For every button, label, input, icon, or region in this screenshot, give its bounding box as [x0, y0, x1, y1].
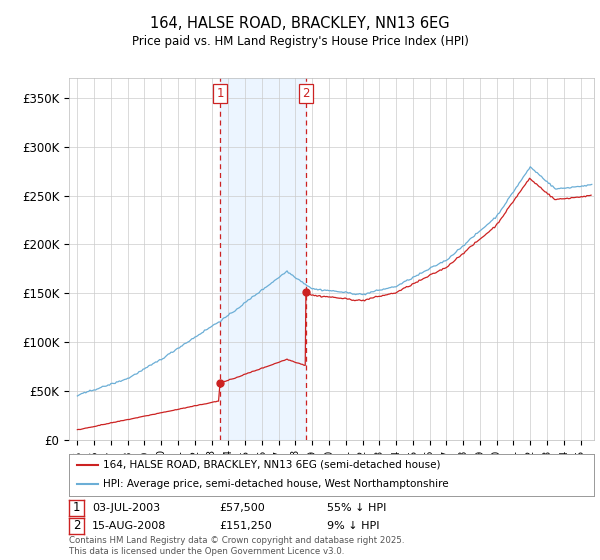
- Text: 15-AUG-2008: 15-AUG-2008: [92, 521, 166, 531]
- Bar: [220, 78, 306, 440]
- Text: 164, HALSE ROAD, BRACKLEY, NN13 6EG: 164, HALSE ROAD, BRACKLEY, NN13 6EG: [150, 16, 450, 31]
- Text: Price paid vs. HM Land Registry's House Price Index (HPI): Price paid vs. HM Land Registry's House …: [131, 35, 469, 48]
- Text: 2: 2: [73, 519, 80, 533]
- Text: 55% ↓ HPI: 55% ↓ HPI: [327, 503, 386, 513]
- Text: 2: 2: [302, 87, 310, 100]
- Text: 164, HALSE ROAD, BRACKLEY, NN13 6EG (semi-detached house): 164, HALSE ROAD, BRACKLEY, NN13 6EG (sem…: [103, 460, 440, 470]
- Point: [215, 379, 225, 388]
- Text: 03-JUL-2003: 03-JUL-2003: [92, 503, 160, 513]
- Text: HPI: Average price, semi-detached house, West Northamptonshire: HPI: Average price, semi-detached house,…: [103, 479, 449, 489]
- Text: 1: 1: [216, 87, 224, 100]
- Text: £57,500: £57,500: [219, 503, 265, 513]
- Text: Contains HM Land Registry data © Crown copyright and database right 2025.
This d: Contains HM Land Registry data © Crown c…: [69, 536, 404, 556]
- Text: £151,250: £151,250: [219, 521, 272, 531]
- Text: 1: 1: [73, 501, 80, 515]
- Text: 9% ↓ HPI: 9% ↓ HPI: [327, 521, 380, 531]
- Point: [301, 287, 311, 296]
